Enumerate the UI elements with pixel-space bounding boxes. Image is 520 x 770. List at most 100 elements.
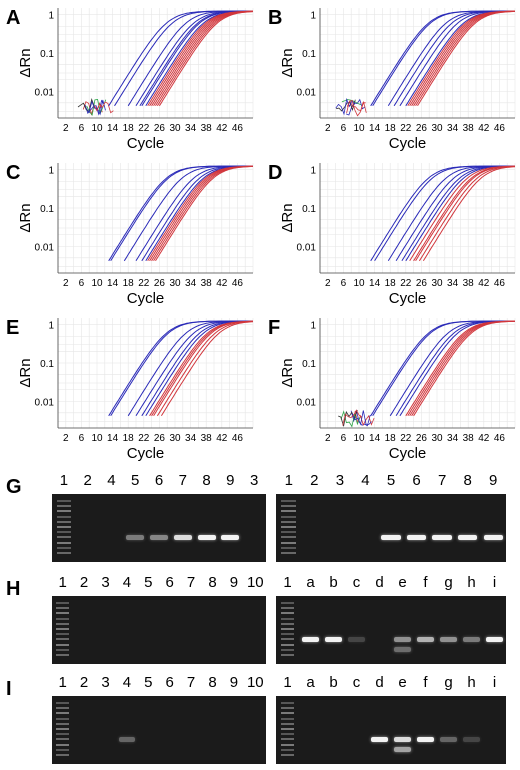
y-tick-label: 0.1 [40, 359, 54, 370]
panel-D: D 1 0.1 0.01 2 6 10 14 18 22 26 30 34 38 42 46 Cycle ΔRn [262, 155, 520, 315]
x-tick-label: 6 [341, 278, 347, 289]
ladder-band [280, 602, 295, 604]
x-tick-label: 30 [431, 123, 443, 134]
lane-label: 8 [208, 674, 217, 691]
ladder-band [56, 520, 72, 523]
x-tick-label: 18 [385, 278, 397, 289]
x-tick-label: 6 [341, 123, 347, 134]
lane-label: c [352, 574, 361, 591]
blue-amplification-curve [135, 10, 253, 107]
x-tick-label: 34 [447, 433, 459, 444]
y-tick-label: 0.1 [40, 204, 54, 215]
x-tick-label: 10 [91, 278, 103, 289]
x-tick-label: 10 [353, 123, 365, 134]
lane-label: 2 [310, 472, 319, 489]
lane-label: 8 [463, 472, 472, 489]
lane-label: c [352, 674, 361, 691]
sample-band [118, 736, 136, 742]
y-tick-label: 0.01 [35, 87, 55, 98]
y-tick-label: 1 [48, 166, 54, 177]
sample-band [301, 636, 320, 642]
ladder-band [280, 754, 295, 756]
y-tick-label: 0.01 [297, 87, 317, 98]
ladder-band [281, 500, 297, 502]
panel-label: I [6, 678, 12, 700]
x-tick-label: 10 [353, 433, 365, 444]
x-tick-label: 30 [169, 123, 181, 134]
y-tick-label: 1 [48, 321, 54, 332]
x-axis-label: Cycle [389, 290, 427, 307]
x-tick-label: 34 [447, 278, 459, 289]
dna-ladder [56, 602, 70, 658]
blue-amplification-curve [135, 320, 253, 417]
ladder-band [56, 607, 70, 610]
x-tick-label: 10 [353, 278, 365, 289]
noise-trace [346, 99, 366, 117]
noise-trace [340, 410, 361, 428]
sample-band [381, 534, 401, 540]
sample-band [483, 534, 503, 540]
sample-band [393, 636, 412, 642]
x-tick-label: 2 [325, 278, 331, 289]
x-tick-label: 30 [169, 433, 181, 444]
ladder-band [281, 505, 297, 508]
ladder-band [281, 546, 297, 549]
panel-B: B 1 0.1 0.01 2 6 10 14 18 22 26 30 34 38 42 46 Cycle ΔRn [262, 0, 520, 160]
sample-band [457, 534, 478, 540]
lane-label: 8 [208, 574, 217, 591]
gel-left [52, 696, 266, 764]
lane-label: 9 [229, 574, 239, 591]
x-tick-label: 38 [201, 433, 213, 444]
ladder-band [280, 607, 295, 610]
x-tick-label: 42 [216, 433, 228, 444]
lane-label: 5 [144, 574, 153, 591]
lane-label: 7 [186, 674, 196, 691]
ladder-band [56, 612, 70, 615]
ladder-band [280, 628, 295, 630]
sample-band [126, 534, 145, 540]
ladder-band [56, 633, 70, 636]
gel-right [276, 696, 506, 764]
panel-label: H [6, 578, 21, 600]
y-axis-label: ΔRn [279, 203, 296, 232]
sample-band [324, 636, 343, 642]
x-tick-label: 10 [91, 123, 103, 134]
x-tick-label: 14 [107, 433, 119, 444]
x-tick-label: 46 [232, 433, 244, 444]
x-tick-label: 26 [416, 278, 428, 289]
x-axis-label: Cycle [127, 135, 165, 152]
lane-label: 5 [386, 472, 396, 489]
x-axis-label: Cycle [127, 445, 165, 462]
x-tick-label: 26 [154, 433, 166, 444]
x-tick-label: 22 [138, 123, 150, 134]
lane-label: 9 [489, 472, 498, 489]
sample-band [393, 736, 412, 742]
panel-A: A 1 0.1 0.01 2 6 10 14 18 22 26 30 34 38 42 46 Cycle ΔRn [0, 0, 260, 160]
ladder-band [280, 748, 295, 751]
ladder-band [281, 536, 297, 539]
sample-band [416, 636, 435, 642]
sample-band [393, 746, 412, 752]
x-tick-label: 18 [123, 278, 135, 289]
x-tick-label: 18 [385, 433, 397, 444]
ladder-band [280, 643, 295, 646]
ladder-band [56, 536, 72, 539]
blue-amplification-curve [395, 165, 515, 262]
x-tick-label: 2 [63, 278, 69, 289]
sample-band [462, 736, 481, 742]
x-tick-label: 14 [107, 123, 119, 134]
red-amplification-curve [418, 166, 516, 262]
sample-band [416, 736, 435, 742]
y-tick-label: 1 [310, 166, 316, 177]
panel-label: A [6, 7, 20, 29]
red-amplification-curve [153, 320, 254, 417]
lane-label: 1 [58, 574, 67, 591]
y-tick-label: 0.1 [302, 204, 316, 215]
ladder-band [280, 733, 295, 736]
ladder-band [281, 520, 297, 523]
ladder-band [280, 743, 295, 746]
x-tick-label: 14 [107, 278, 119, 289]
ladder-band [56, 712, 70, 715]
lane-label: 7 [186, 574, 196, 591]
